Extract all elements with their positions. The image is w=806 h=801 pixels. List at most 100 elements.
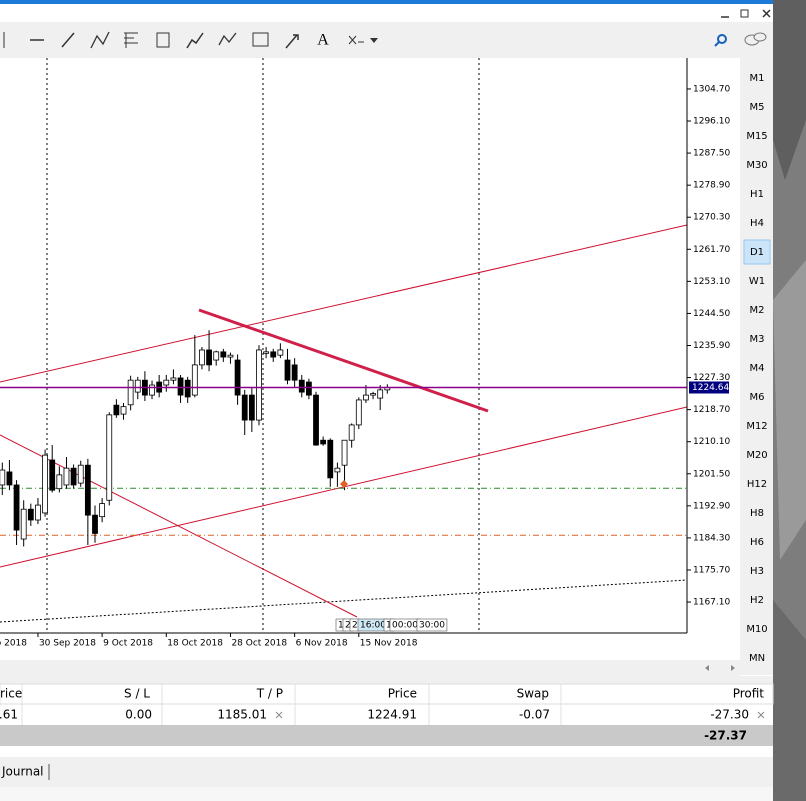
text-tool[interactable]: A (317, 32, 329, 49)
candle-body (241, 394, 248, 421)
andrews-tool[interactable] (186, 32, 204, 49)
candle-body (327, 439, 334, 479)
y-tick-label: 1218.70 (693, 405, 730, 415)
tab-bar (0, 757, 773, 787)
candle-body (170, 377, 177, 381)
status-bar (0, 787, 773, 801)
remove-button[interactable] (757, 711, 765, 719)
time-tag: 2 (345, 621, 351, 631)
candle-body (220, 351, 227, 358)
channel-line (0, 224, 688, 383)
search-button[interactable] (714, 41, 720, 47)
timeframe-button[interactable]: M30 (746, 160, 767, 171)
candle-body (320, 439, 327, 445)
x-tick-label: 9 Oct 2018 (103, 639, 153, 649)
restore-button[interactable] (740, 9, 749, 18)
y-tick-label: 1167.10 (693, 598, 730, 608)
candle-body (63, 467, 70, 486)
y-tick-label: 1278.90 (693, 181, 730, 191)
candle-body (199, 349, 205, 366)
time-tag: 1 (338, 621, 344, 631)
timeframe-button[interactable]: H1 (750, 189, 764, 200)
close-button[interactable] (762, 9, 771, 18)
desktop-background (773, 260, 806, 560)
candle-body (77, 464, 84, 484)
desktop-background (773, 0, 806, 180)
candle-body (341, 439, 348, 466)
timeframe-button[interactable]: H4 (750, 218, 764, 229)
trendline (0, 434, 358, 618)
fibo-time-tool[interactable] (156, 32, 170, 48)
candle-body (184, 379, 191, 398)
shapes-tool[interactable] (252, 32, 269, 47)
candle-body (56, 474, 63, 490)
timeframe-button[interactable]: H2 (750, 595, 764, 606)
x-tick-label: 30 Sep 2018 (39, 639, 96, 649)
x-tick-label: 15 Nov 2018 (360, 639, 418, 649)
tab[interactable]: Journal (1, 765, 44, 779)
candle-body (213, 351, 220, 361)
candle-body (120, 406, 127, 415)
timeframe-button[interactable]: H8 (750, 508, 764, 519)
candle-body (0, 469, 6, 486)
timeframe-button[interactable]: D1 (750, 247, 764, 258)
candle-body (20, 508, 27, 540)
candle-body (206, 349, 212, 366)
x-tick-label: 28 Oct 2018 (231, 639, 287, 649)
candle-body (370, 393, 376, 396)
timeframe-button[interactable]: M12 (746, 421, 767, 432)
table-cell: 1224.91 (367, 708, 417, 722)
remove-button[interactable] (275, 711, 283, 719)
time-tag-box (416, 618, 448, 632)
chat-button[interactable] (753, 32, 767, 42)
bid-label: 1224.64 (692, 383, 729, 393)
timeframe-selected (743, 239, 771, 265)
y-tick-label: 1201.50 (693, 469, 730, 479)
title-bar (0, 4, 773, 22)
y-tick-label: 1175.70 (693, 565, 730, 575)
channel-tool[interactable] (90, 31, 110, 49)
timeframe-button[interactable]: M15 (746, 131, 767, 142)
timeframe-button[interactable]: M20 (746, 450, 767, 461)
more-tools[interactable] (348, 35, 364, 45)
elliott-tool[interactable] (218, 32, 237, 46)
title-strip (0, 0, 773, 4)
timeframe-button[interactable]: M4 (750, 363, 765, 374)
timeframe-button[interactable]: H3 (750, 566, 764, 577)
candle-body (92, 514, 98, 534)
timeframe-button[interactable]: M1 (750, 73, 765, 84)
candle-body (49, 459, 56, 491)
chart-area (0, 58, 740, 660)
timeframe-button[interactable]: M2 (750, 305, 765, 316)
scroll-right[interactable] (731, 665, 735, 671)
candle-body (305, 381, 312, 396)
search-button[interactable] (717, 34, 727, 44)
timeframe-panel (740, 58, 773, 675)
toolbar (0, 22, 773, 58)
timeframe-button[interactable]: H6 (750, 537, 764, 548)
table-cell: 1185.01 (217, 708, 267, 722)
timeframe-button[interactable]: M3 (750, 334, 765, 345)
scroll-left[interactable] (705, 665, 709, 671)
timeframe-button[interactable]: MN (749, 653, 765, 664)
timeframe-button[interactable]: H12 (747, 479, 767, 490)
y-tick-label: 1184.30 (693, 533, 730, 543)
y-tick-label: 1253.10 (693, 277, 730, 287)
trendline (0, 579, 688, 623)
fibo-tool[interactable] (124, 32, 138, 48)
y-tick-label: 1296.10 (693, 117, 730, 127)
time-tag: 00:00 (392, 621, 418, 631)
candle-body (291, 364, 298, 381)
timeframe-button[interactable]: M6 (750, 392, 765, 403)
y-tick-label: 1235.90 (693, 341, 730, 351)
trendline-tool[interactable] (61, 32, 75, 48)
candle-body (163, 379, 170, 386)
candle-body (377, 389, 384, 399)
dropdown-arrow[interactable] (370, 38, 378, 43)
timeframe-button[interactable]: M10 (746, 624, 767, 635)
arrow-tool[interactable] (285, 34, 299, 49)
candle-body (277, 349, 284, 356)
timeframe-button[interactable]: W1 (749, 276, 765, 287)
timeframe-button[interactable]: M5 (750, 102, 765, 113)
